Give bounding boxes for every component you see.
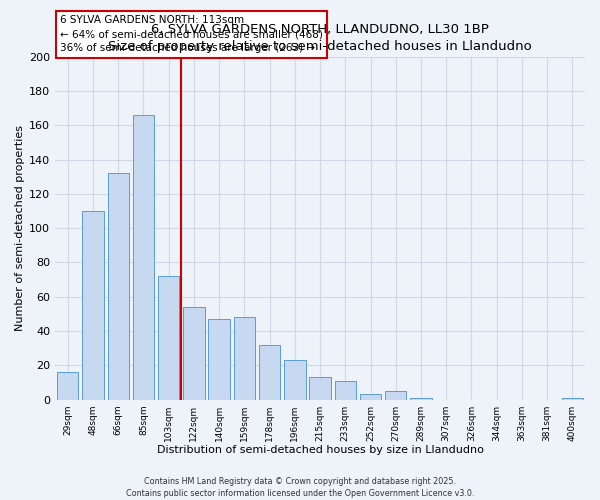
Bar [385,391,406,400]
Bar [233,318,255,400]
Bar [259,345,280,400]
Bar [310,378,331,400]
Bar [360,394,381,400]
Bar [410,398,432,400]
Bar [107,174,129,400]
Y-axis label: Number of semi-detached properties: Number of semi-detached properties [15,125,25,331]
Bar [335,380,356,400]
Bar [133,115,154,400]
Bar [284,360,305,400]
Text: Contains HM Land Registry data © Crown copyright and database right 2025.
Contai: Contains HM Land Registry data © Crown c… [126,476,474,498]
Bar [158,276,179,400]
Bar [82,211,104,400]
Text: 6 SYLVA GARDENS NORTH: 113sqm
← 64% of semi-detached houses are smaller (468)
36: 6 SYLVA GARDENS NORTH: 113sqm ← 64% of s… [61,16,323,54]
Bar [208,319,230,400]
Bar [57,372,79,400]
Bar [562,398,583,400]
X-axis label: Distribution of semi-detached houses by size in Llandudno: Distribution of semi-detached houses by … [157,445,484,455]
Bar [183,307,205,400]
Title: 6, SYLVA GARDENS NORTH, LLANDUDNO, LL30 1BP
Size of property relative to semi-de: 6, SYLVA GARDENS NORTH, LLANDUDNO, LL30 … [108,23,532,53]
